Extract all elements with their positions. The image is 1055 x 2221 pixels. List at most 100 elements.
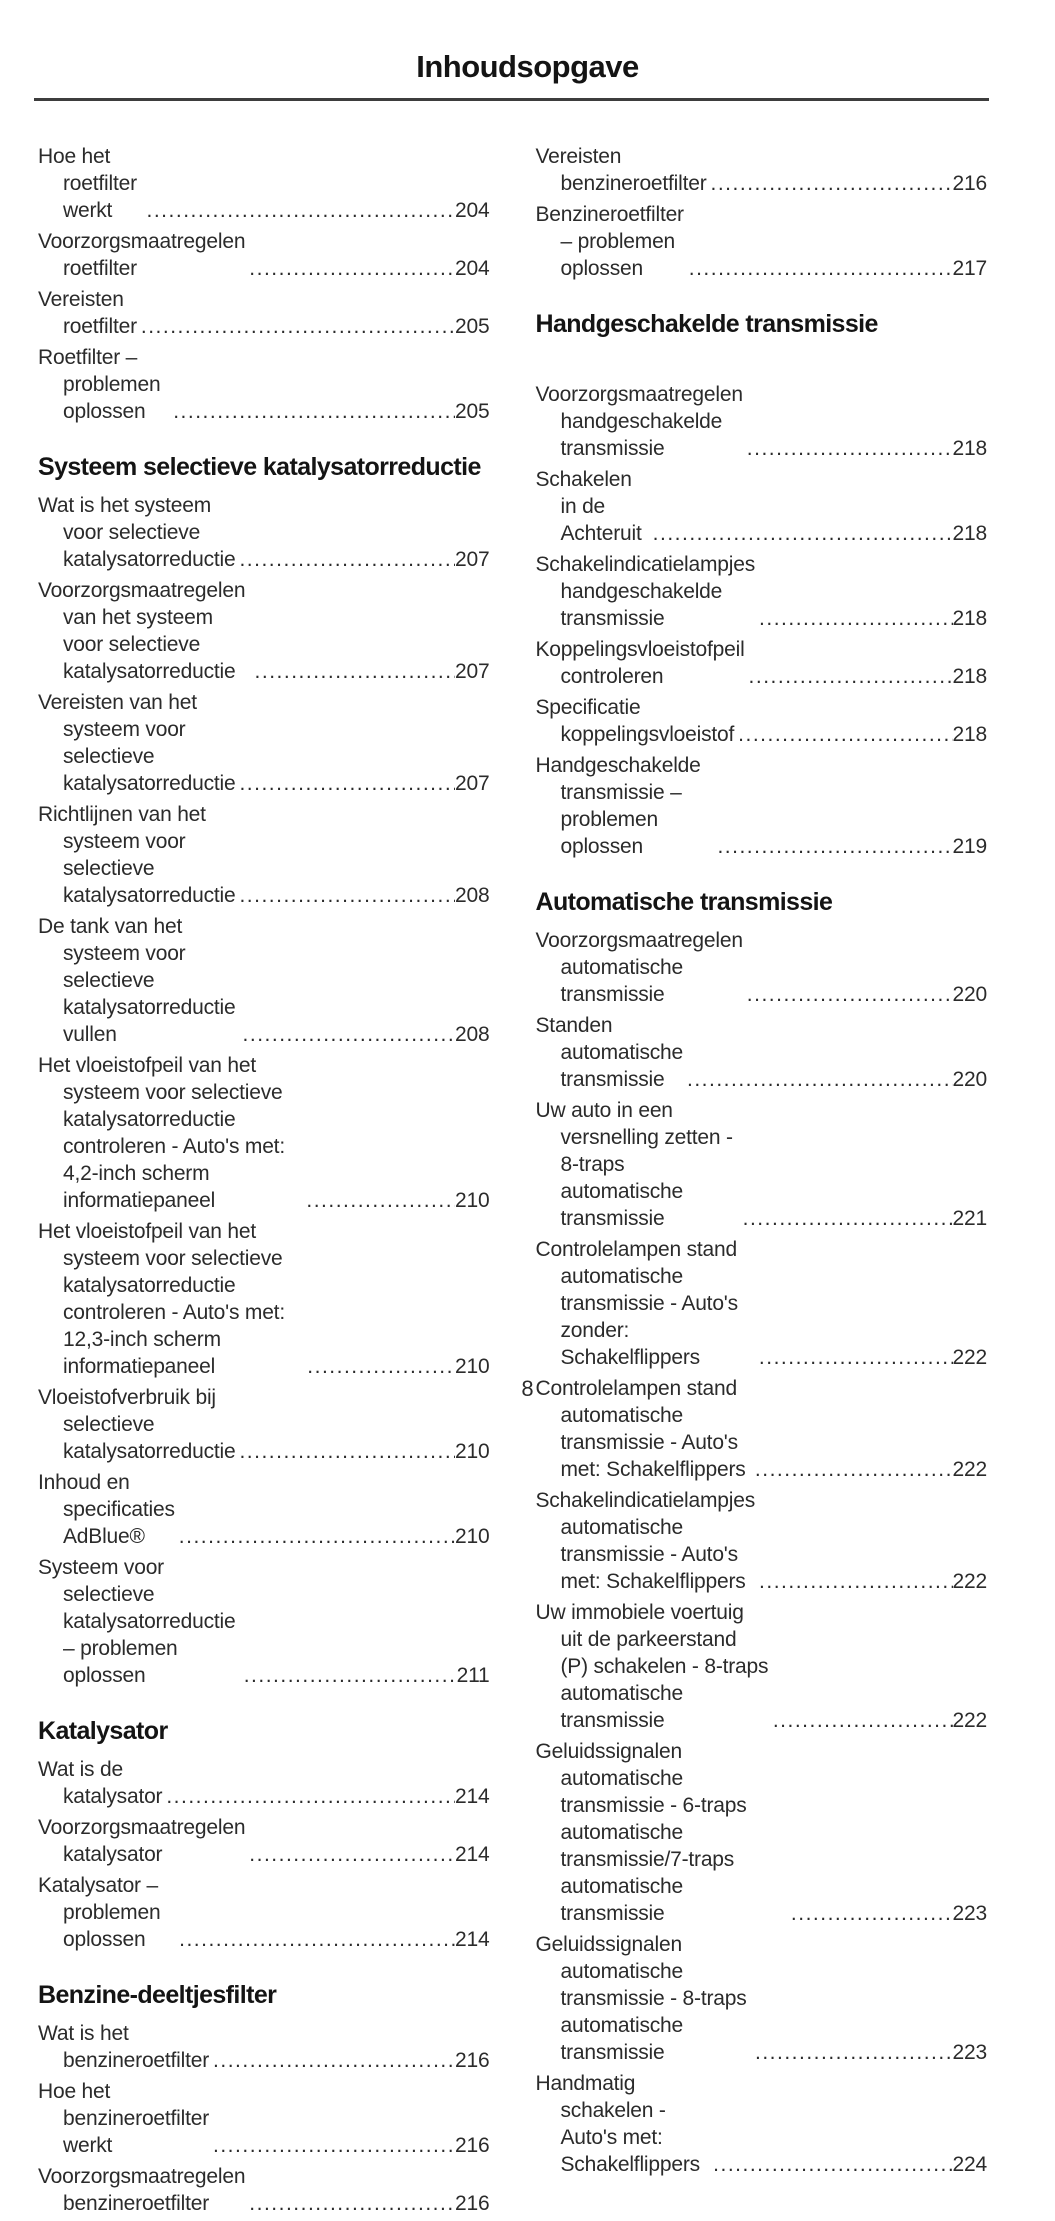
toc-entry[interactable]: Hoe het roetfilter werkt 204: [38, 143, 490, 224]
toc-entry-page-number: 216: [455, 2049, 490, 2072]
toc-entry-page-number: 224: [952, 2153, 988, 2176]
toc-entry[interactable]: Schakelindicatielampjes automatische tra…: [536, 1487, 988, 1595]
toc-entry[interactable]: Voorzorgsmaatregelen benzineroetfilter 21…: [38, 2163, 490, 2217]
section-heading: Systeem selectieve katalysa­torreductie: [38, 453, 481, 481]
toc-entry[interactable]: De tank van het systeem voor selectieve …: [38, 913, 490, 1048]
toc-entry[interactable]: Richtlijnen van het systeem voor selecti…: [38, 801, 490, 909]
toc-entry[interactable]: Schakelindicatielampjes handgeschakelde …: [536, 551, 988, 632]
dot-leader: [251, 658, 456, 685]
toc-entry-label: Benzineroetfilter – problemen oplossen: [535, 203, 685, 280]
toc-entry-label: Voorzorgsmaatregelen roetfilter: [38, 230, 246, 280]
toc-entry[interactable]: Controlelampen stand automatische transm…: [536, 1236, 988, 1371]
dot-leader: [239, 1021, 456, 1048]
toc-entry-label: Uw auto in een versnelling zetten - 8-tr…: [535, 1099, 733, 1230]
toc-entry-label: Schakelindicatielampjes automatische tra…: [535, 1489, 756, 1593]
toc-entry-label: Schakelen in de Achteruit: [535, 468, 642, 545]
dot-leader: [743, 981, 953, 1008]
toc-entry[interactable]: Hoe het benzineroetfilter werkt 216: [38, 2078, 490, 2159]
section-heading: Automatische transmissie: [535, 888, 833, 916]
toc-entry-page-number: 216: [952, 172, 988, 195]
toc-entry[interactable]: Schakelen in de Achteruit 218: [536, 466, 988, 547]
toc-entry-label: Systeem voor selectieve katalysatorreduc…: [38, 1556, 236, 1687]
toc-entry-page-number: 220: [952, 983, 988, 1006]
toc-entry[interactable]: Uw auto in een versnelling zetten - 8-tr…: [536, 1097, 988, 1232]
toc-entry[interactable]: Voorzorgsmaatregelen katalysator 214: [38, 1814, 490, 1868]
manual-toc-page: Inhoudsopgave Hoe het roetfilter werkt 20…: [0, 0, 1055, 1448]
toc-entry-label: Hoe het roetfilter werkt: [38, 145, 137, 222]
dot-leader: [751, 1456, 953, 1483]
dot-leader: [169, 398, 455, 425]
dot-leader: [751, 2039, 953, 2066]
toc-entry-page-number: 210: [455, 1189, 490, 1212]
toc-entry[interactable]: Voorzorgsmaatregelen roetfilter 204: [38, 228, 490, 282]
toc-column-1: Hoe het roetfilter werkt204Voorzorgsmaat…: [38, 143, 490, 2221]
toc-entry-page-number: 208: [455, 884, 490, 907]
toc-entry-page-number: 218: [952, 665, 988, 688]
toc-entry-page-number: 207: [455, 772, 490, 795]
toc-entry-page-number: 220: [952, 1068, 988, 1091]
dot-leader: [683, 1066, 953, 1093]
toc-entry-label: Controlelampen stand automatische transm…: [535, 1238, 739, 1369]
toc-entry[interactable]: Koppelingsvloeistofpeil controleren 218: [536, 636, 988, 690]
toc-entry[interactable]: Voorzorgsmaatregelen van het systeem voo…: [38, 577, 490, 685]
toc-entry[interactable]: Wat is de katalysator 214: [38, 1756, 490, 1810]
toc-entry-label: Voorzorgsmaatregelen benzineroetfilter: [38, 2165, 246, 2215]
page-number-footer: 8: [521, 1376, 534, 1401]
dot-leader: [755, 605, 953, 632]
toc-entry-page-number: 218: [952, 437, 988, 460]
toc-entry[interactable]: Vereisten roetfilter 205: [38, 286, 490, 340]
toc-entry-label: Wat is het benzineroetfilter: [38, 2022, 210, 2072]
dot-leader: [209, 2132, 455, 2159]
toc-entry-label: Het vloeistofpeil van het systeem voor s…: [38, 1054, 285, 1212]
toc-entry[interactable]: Inhoud en specificaties AdBlue® 210: [38, 1469, 490, 1550]
toc-entry-label: Geluidssignalen automatische transmissie…: [535, 1933, 747, 2064]
section-heading: Handgeschakelde transmissie: [535, 310, 879, 338]
toc-entry-label: Wat is het systeem voor selectieve katal…: [38, 494, 236, 571]
toc-entry-page-number: 222: [952, 1346, 988, 1369]
dot-leader: [235, 1438, 455, 1465]
toc-entry-label: Vereisten roetfilter: [38, 288, 137, 338]
toc-entry[interactable]: Katalysator – problemen oplossen 214: [38, 1872, 490, 1953]
toc-entry-label: Specificatie koppelingsvloeistof: [535, 696, 735, 746]
toc-entry[interactable]: Handmatig schakelen - Auto's met: Schake…: [536, 2070, 988, 2178]
toc-entry[interactable]: Vereisten benzineroetfilter 216: [536, 143, 988, 197]
toc-entry[interactable]: Systeem voor selectieve katalysatorreduc…: [38, 1554, 490, 1689]
toc-entry[interactable]: Handgeschakelde transmissie – problemen …: [536, 752, 988, 860]
toc-entry[interactable]: Benzineroetfilter – problemen oplossen 21…: [536, 201, 988, 282]
dot-leader: [235, 882, 455, 909]
toc-entry-label: Voorzorgsmaatregelen van het systeem voo…: [38, 579, 246, 683]
toc-entry[interactable]: Geluidssignalen automatische transmissie…: [536, 1738, 988, 1927]
toc-entry-label: Katalysator – problemen oplossen: [38, 1874, 161, 1951]
toc-entry-label: Vereisten benzineroetfilter: [535, 145, 707, 195]
toc-entry-page-number: 204: [455, 199, 490, 222]
dot-leader: [162, 1783, 455, 1810]
toc-entry[interactable]: Wat is het systeem voor selectieve katal…: [38, 492, 490, 573]
toc-entry-page-number: 214: [455, 1843, 490, 1866]
toc-entry-page-number: 205: [455, 400, 490, 423]
toc-entry[interactable]: Vereisten van het systeem voor selectiev…: [38, 689, 490, 797]
toc-entry-page-number: 214: [455, 1928, 490, 1951]
toc-entry[interactable]: Standen automatische transmissie 220: [536, 1012, 988, 1093]
toc-entry[interactable]: Voorzorgsmaatregelen automatische transm…: [536, 927, 988, 1008]
dot-leader: [175, 1523, 455, 1550]
toc-entry-label: Voorzorgsmaatregelen automatische transm…: [535, 929, 743, 1006]
toc-entry-page-number: 204: [455, 257, 490, 280]
toc-entry[interactable]: Voorzorgsmaatregelen handgeschakelde tra…: [536, 381, 988, 462]
dot-leader: [209, 2047, 455, 2074]
toc-entry-page-number: 222: [952, 1570, 988, 1593]
title-divider: [34, 98, 989, 101]
toc-entry[interactable]: Geluidssignalen automatische transmissie…: [536, 1931, 988, 2066]
toc-entry[interactable]: Het vloeistofpeil van het systeem voor s…: [38, 1052, 490, 1214]
toc-entry[interactable]: Specificatie koppelingsvloeistof 218: [536, 694, 988, 748]
toc-entry-label: Wat is de katalysator: [38, 1758, 163, 1808]
toc-entry[interactable]: Roetfilter – problemen oplossen 205: [38, 344, 490, 425]
dot-leader: [769, 1707, 953, 1734]
toc-entry-label: De tank van het systeem voor selectieve …: [38, 915, 236, 1046]
toc-entry-page-number: 216: [455, 2192, 490, 2215]
toc-entry[interactable]: Uw immobiele voertuig uit de parkeerstan…: [536, 1599, 988, 1734]
dot-leader: [240, 1662, 457, 1689]
toc-entry[interactable]: Wat is het benzineroetfilter 216: [38, 2020, 490, 2074]
dot-leader: [302, 1187, 455, 1214]
toc-entry[interactable]: Het vloeistofpeil van het systeem voor s…: [38, 1218, 490, 1380]
dot-leader: [649, 520, 953, 547]
